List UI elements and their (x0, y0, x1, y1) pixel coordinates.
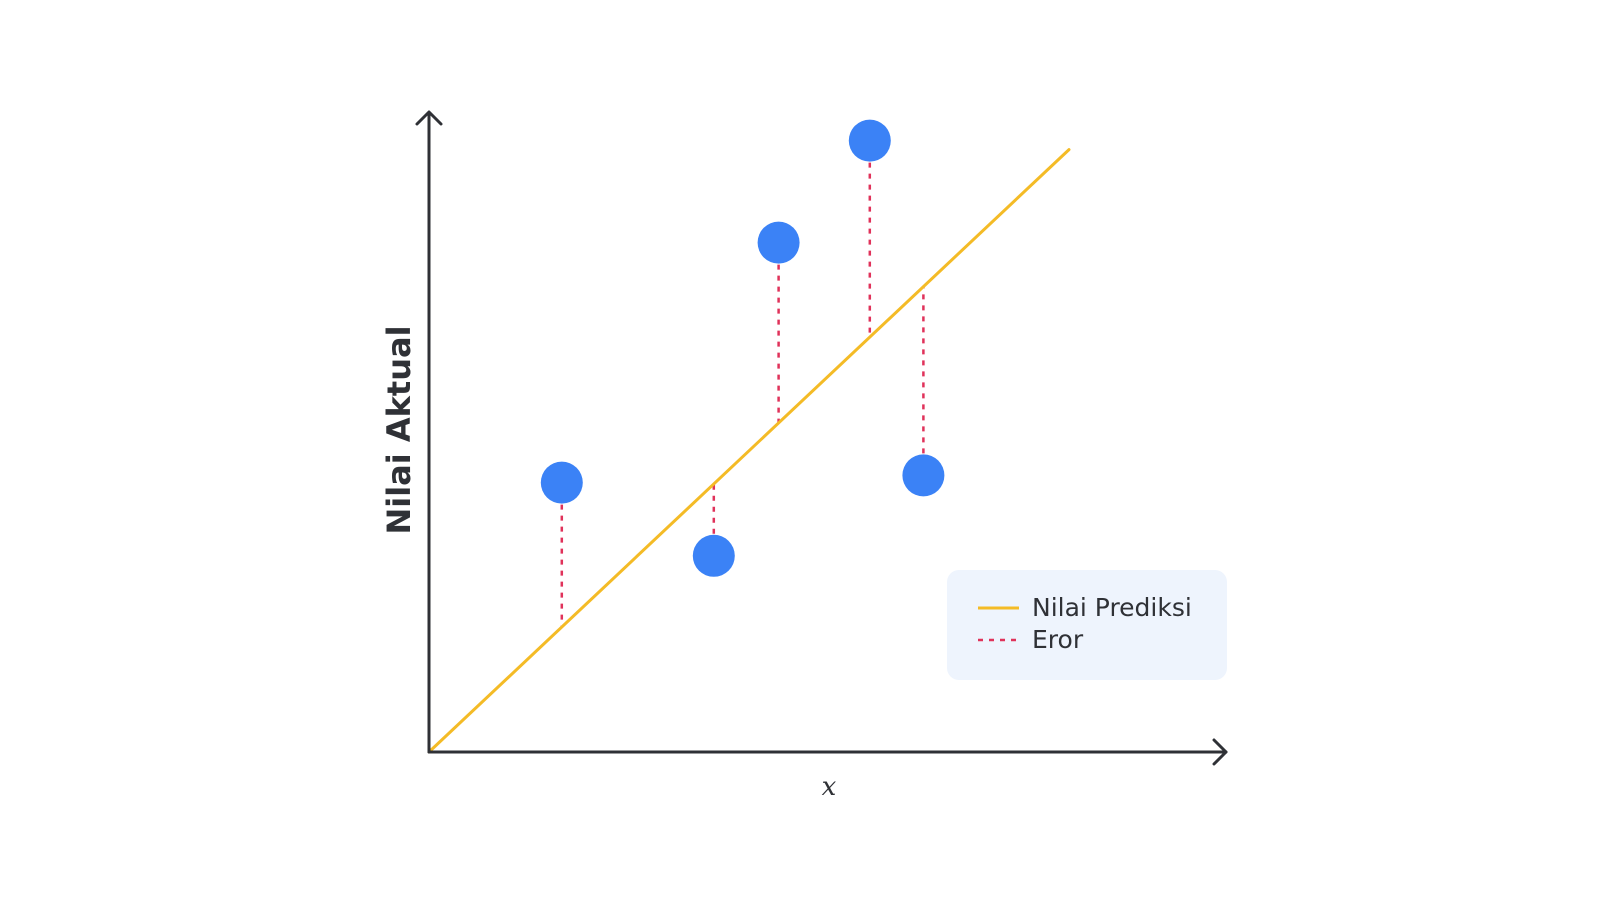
data-point-4 (848, 119, 891, 162)
data-point-1 (540, 461, 583, 504)
legend-box (947, 570, 1227, 680)
prediction-line (427, 148, 1071, 754)
data-point-5 (902, 454, 945, 497)
x-axis-label: x (822, 772, 837, 802)
x-axis-arrowhead (1212, 738, 1228, 766)
legend: Nilai Prediksi Eror (947, 570, 1227, 680)
legend-label-prediction: Nilai Prediksi (1032, 593, 1192, 622)
legend-label-error: Eror (1032, 625, 1084, 654)
data-point-2 (692, 534, 735, 577)
y-axis-label: Nilai Aktual (380, 325, 418, 534)
data-point-3 (757, 221, 800, 264)
plot-area (427, 119, 1071, 754)
y-axis-arrowhead (415, 110, 443, 126)
